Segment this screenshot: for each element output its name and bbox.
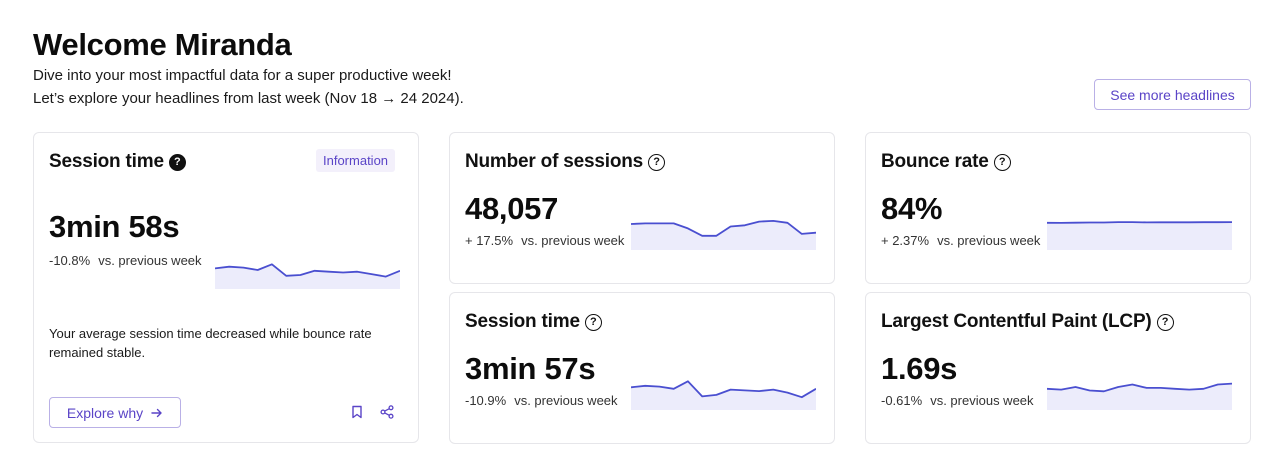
sparkline-line xyxy=(631,380,816,399)
metric-delta: + 17.5% vs. previous week xyxy=(465,231,625,250)
see-more-headlines-button[interactable]: See more headlines xyxy=(1094,79,1251,110)
page-title: Welcome Miranda xyxy=(33,27,292,62)
sparkline-area xyxy=(631,220,816,250)
sparkline-line xyxy=(1047,221,1232,224)
delta-comparison: vs. previous week xyxy=(521,233,625,248)
metric-value: 3min 58s xyxy=(49,209,180,244)
card-title: Number of sessions xyxy=(465,151,644,172)
delta-comparison: vs. previous week xyxy=(937,233,1041,248)
sparkline-area xyxy=(631,381,816,410)
arrow-right-icon xyxy=(151,408,162,417)
sparkline-chart xyxy=(1047,221,1232,250)
delta-percent: -10.8% xyxy=(49,253,91,268)
help-icon[interactable]: ? xyxy=(584,313,602,331)
metric-value: 1.69s xyxy=(881,351,958,386)
sparkline-chart xyxy=(631,380,816,410)
explore-why-button[interactable]: Explore why xyxy=(49,397,181,428)
help-icon[interactable]: ? xyxy=(993,153,1011,171)
sparkline-area xyxy=(215,264,400,289)
help-icon[interactable]: ? xyxy=(168,153,186,171)
sparkline-line xyxy=(215,263,400,278)
metric-value: 84% xyxy=(881,191,943,226)
insight-text: Your average session time decreased whil… xyxy=(49,326,372,360)
metric-value: 3min 57s xyxy=(465,351,596,386)
card-title: Session time xyxy=(49,151,164,172)
card-number-of-sessions: Number of sessions ? 48,057 + 17.5% vs. p… xyxy=(449,132,835,284)
delta-comparison: vs. previous week xyxy=(514,393,618,408)
metric-value: 48,057 xyxy=(465,191,559,226)
bookmark-icon[interactable] xyxy=(348,403,366,421)
card-title: Bounce rate xyxy=(881,151,989,172)
delta-comparison: vs. previous week xyxy=(98,253,202,268)
card-title: Session time xyxy=(465,311,580,332)
card-title: Largest Contentful Paint (LCP) xyxy=(881,311,1152,332)
share-icon[interactable] xyxy=(378,403,396,421)
page-subtitle-date-range: Let’s explore your headlines from last w… xyxy=(33,90,464,107)
metric-delta: -10.9% vs. previous week xyxy=(465,391,625,410)
delta-comparison: vs. previous week xyxy=(930,393,1034,408)
sparkline-line xyxy=(1047,382,1232,393)
sparkline-chart xyxy=(1047,382,1232,410)
metric-delta: + 2.37% vs. previous week xyxy=(881,231,1041,250)
explore-why-label: Explore why xyxy=(66,404,144,421)
sparkline-line xyxy=(631,220,816,237)
metric-delta: -0.61% vs. previous week xyxy=(881,391,1041,410)
information-badge: Information xyxy=(316,149,396,172)
card-bounce-rate: Bounce rate ? 84% + 2.37% vs. previous we… xyxy=(865,132,1251,284)
delta-percent: -10.9% xyxy=(465,393,507,408)
delta-percent: + 17.5% xyxy=(465,233,514,248)
delta-percent: + 2.37% xyxy=(881,233,930,248)
featured-card-session-time: Session time ? Information 3min 58s -10.… xyxy=(33,132,419,443)
sparkline-area xyxy=(1047,222,1232,250)
card-largest-contentful-paint: Largest Contentful Paint (LCP) ? 1.69s -… xyxy=(865,292,1251,444)
help-icon[interactable]: ? xyxy=(648,153,666,171)
metric-delta: -10.8% vs. previous week xyxy=(49,251,209,270)
card-session-time: Session time ? 3min 57s -10.9% vs. previo… xyxy=(449,292,835,444)
page-subtitle: Dive into your most impactful data for a… xyxy=(33,67,452,84)
sparkline-chart xyxy=(631,220,816,250)
delta-percent: -0.61% xyxy=(881,393,923,408)
help-icon[interactable]: ? xyxy=(1156,313,1174,331)
sparkline-chart xyxy=(215,263,400,289)
